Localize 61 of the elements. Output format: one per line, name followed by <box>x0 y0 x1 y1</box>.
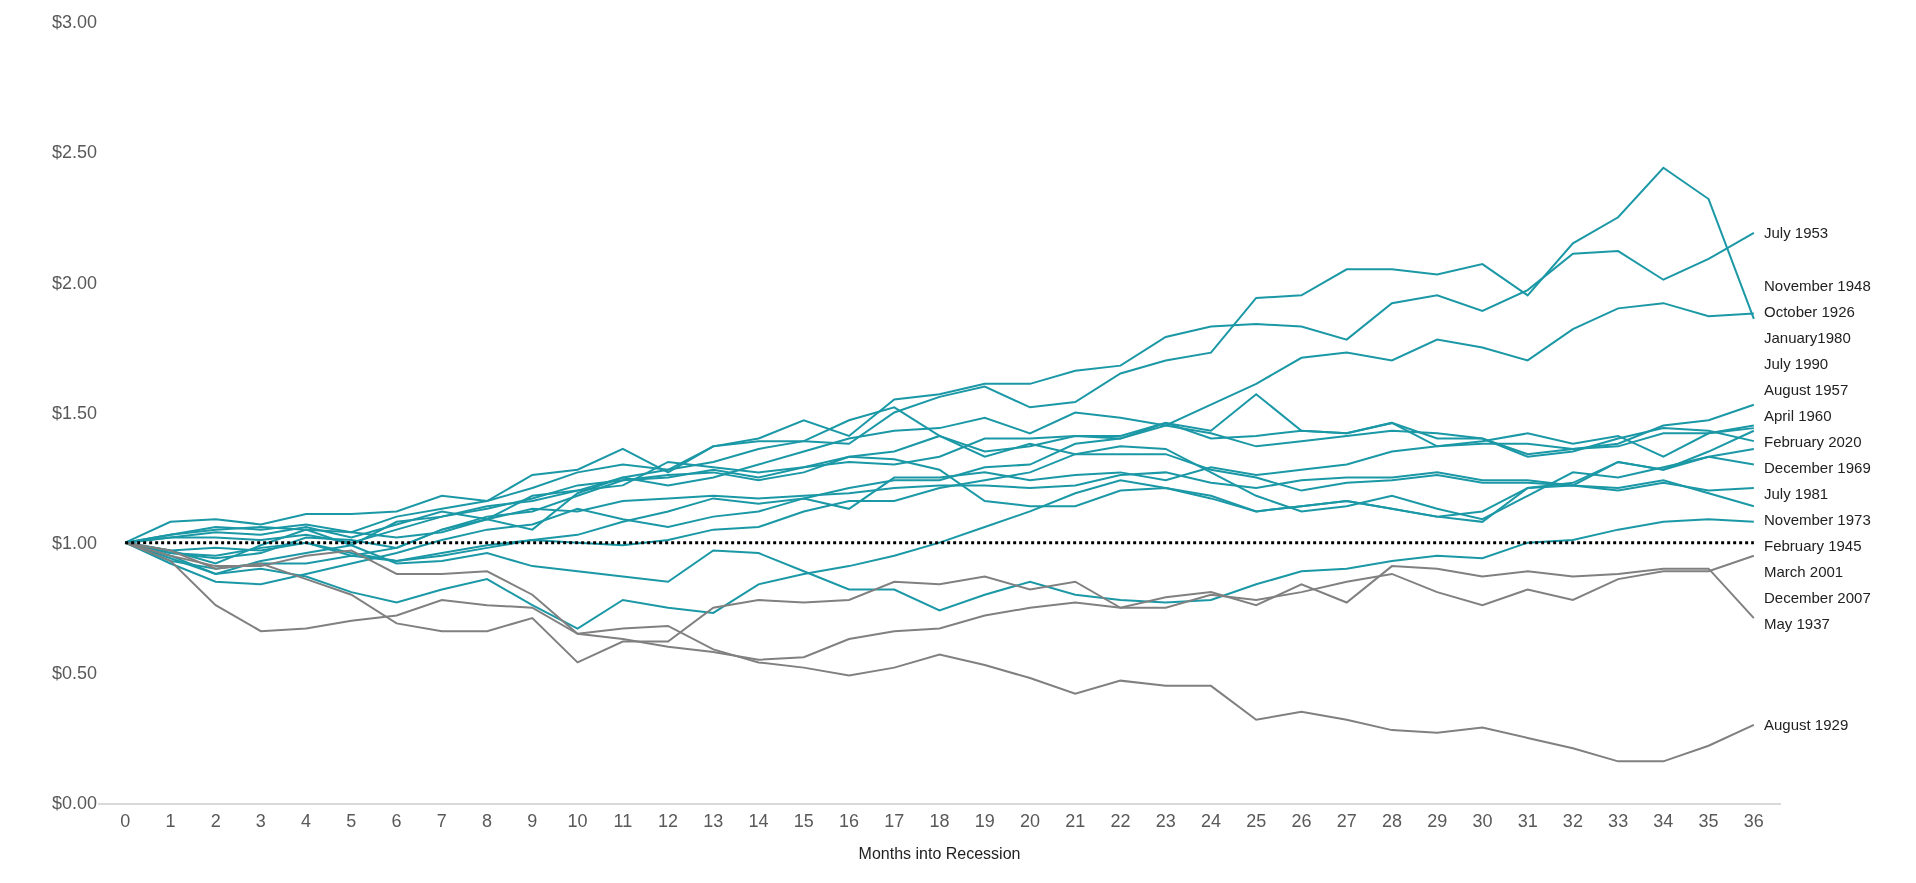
x-tick-label: 1 <box>165 810 176 831</box>
x-tick-label: 27 <box>1336 810 1357 831</box>
y-tick-label: $0.50 <box>51 663 97 684</box>
text: December 2007 <box>1764 589 1871 606</box>
x-tick-label: 5 <box>346 810 357 831</box>
x-tick-label: 12 <box>658 810 679 831</box>
text: July 1990 <box>1764 355 1829 372</box>
x-tick-label: 8 <box>482 810 493 831</box>
series-label: July 1981 <box>1764 485 1829 502</box>
series-label: July 1953 <box>1764 224 1829 241</box>
x-tick-label: 10 <box>567 810 588 831</box>
x-tick-label: 26 <box>1291 810 1312 831</box>
x-tick-label: 17 <box>884 810 905 831</box>
series-label: February 2020 <box>1764 433 1862 450</box>
x-tick-label: 28 <box>1381 810 1402 831</box>
x-tick-label: 35 <box>1698 810 1719 831</box>
y-tick-label: $3.00 <box>51 12 97 33</box>
series-label: October 1926 <box>1764 303 1855 320</box>
x-tick-label: 3 <box>255 810 266 831</box>
series-label: November 1973 <box>1764 511 1871 528</box>
x-tick-label: 7 <box>436 810 447 831</box>
x-tick-label: 34 <box>1653 810 1674 831</box>
series-label: December 1969 <box>1764 459 1871 476</box>
x-tick-label: 4 <box>301 810 312 831</box>
x-tick-label: 22 <box>1110 810 1131 831</box>
text: January1980 <box>1764 329 1851 346</box>
y-tick-label: $1.50 <box>51 402 97 423</box>
x-tick-label: 18 <box>929 810 950 831</box>
x-tick-label: 32 <box>1562 810 1583 831</box>
x-tick-label: 31 <box>1517 810 1538 831</box>
x-tick-label: 30 <box>1472 810 1493 831</box>
text: August 1957 <box>1764 381 1849 398</box>
x-tick-label: 9 <box>527 810 538 831</box>
text: March 2001 <box>1764 563 1844 580</box>
y-tick-label: $2.50 <box>51 142 97 163</box>
x-tick-label: 16 <box>839 810 860 831</box>
x-tick-label: 21 <box>1065 810 1086 831</box>
x-tick-label: 36 <box>1743 810 1764 831</box>
x-tick-label: 11 <box>613 810 633 831</box>
series-label: August 1929 <box>1764 716 1849 733</box>
series-label: November 1948 <box>1764 277 1871 294</box>
x-tick-label: 33 <box>1608 810 1629 831</box>
x-tick-label: 19 <box>974 810 995 831</box>
series-label: May 1937 <box>1764 615 1830 632</box>
x-tick-label: 6 <box>391 810 402 831</box>
x-tick-label: 0 <box>120 810 131 831</box>
x-axis-title: Months into Recession <box>858 844 1021 862</box>
y-tick-label: $1.00 <box>51 532 97 553</box>
y-tick-label: $0.00 <box>51 793 97 814</box>
text: February 1945 <box>1764 537 1862 554</box>
series-label: April 1960 <box>1764 407 1832 424</box>
x-tick-label: 14 <box>748 810 769 831</box>
x-tick-label: 29 <box>1427 810 1448 831</box>
x-tick-label: 24 <box>1200 810 1221 831</box>
x-tick-label: 13 <box>703 810 724 831</box>
x-tick-label: 23 <box>1155 810 1176 831</box>
y-tick-label: $2.00 <box>51 272 97 293</box>
x-tick-label: 15 <box>793 810 814 831</box>
x-tick-label: 25 <box>1246 810 1267 831</box>
x-tick-label: 20 <box>1019 810 1040 831</box>
x-tick-label: 2 <box>210 810 221 831</box>
